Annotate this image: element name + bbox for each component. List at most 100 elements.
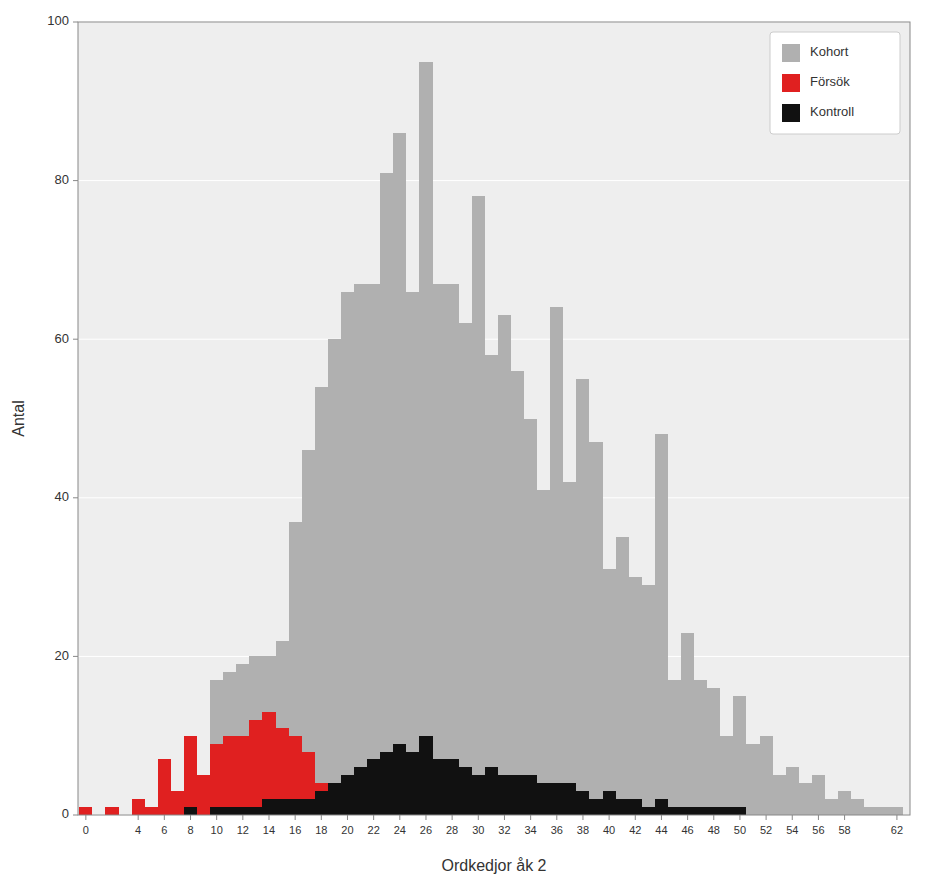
bar <box>406 752 419 815</box>
bar <box>576 791 589 815</box>
bar <box>511 371 524 815</box>
bar <box>707 688 720 815</box>
bar <box>485 767 498 815</box>
bar <box>433 759 446 815</box>
bar <box>236 664 249 815</box>
bar <box>642 585 655 815</box>
bar <box>223 736 236 815</box>
bar <box>302 752 315 815</box>
x-tick-label: 12 <box>237 824 249 836</box>
x-tick-label: 32 <box>498 824 510 836</box>
bar <box>315 387 328 815</box>
bar <box>668 807 681 815</box>
legend: KohortFörsökKontroll <box>770 32 900 134</box>
x-tick-label: 8 <box>187 824 193 836</box>
x-tick-label: 56 <box>812 824 824 836</box>
x-tick-label: 38 <box>577 824 589 836</box>
x-tick-label: 14 <box>263 824 275 836</box>
bar <box>563 482 576 815</box>
bar <box>105 807 118 815</box>
bar <box>197 775 210 815</box>
chart: 0204060801000468101214161820222426283032… <box>0 0 932 893</box>
x-tick <box>138 815 139 820</box>
x-tick <box>582 815 583 820</box>
bar <box>616 537 629 815</box>
grid <box>78 22 910 815</box>
legend-box <box>770 32 900 134</box>
x-tick <box>739 815 740 820</box>
series-bars <box>79 62 903 815</box>
bar <box>315 791 328 815</box>
x-tick <box>792 815 793 820</box>
x-tick-label: 26 <box>420 824 432 836</box>
series-bars <box>79 712 406 815</box>
bar <box>197 775 210 815</box>
bar <box>262 656 275 815</box>
x-tick <box>164 815 165 820</box>
bar <box>799 783 812 815</box>
y-tick <box>73 815 78 816</box>
x-tick-label: 10 <box>211 824 223 836</box>
bar <box>302 799 315 815</box>
bar <box>589 442 602 815</box>
bar <box>773 775 786 815</box>
x-axis: 0468101214161820222426283032343638404244… <box>83 815 903 836</box>
bar <box>746 744 759 815</box>
bar <box>210 744 223 815</box>
bar <box>328 339 341 815</box>
bar <box>485 355 498 815</box>
bar <box>472 775 485 815</box>
bar <box>184 807 197 815</box>
y-tick-label: 40 <box>55 489 69 504</box>
bar <box>668 680 681 815</box>
bar <box>603 791 616 815</box>
x-tick-label: 44 <box>655 824 667 836</box>
y-tick-label: 100 <box>47 13 69 28</box>
x-tick-label: 58 <box>838 824 850 836</box>
bar <box>393 133 406 815</box>
bar <box>459 323 472 815</box>
x-tick <box>216 815 217 820</box>
bar <box>851 799 864 815</box>
x-tick-label: 18 <box>315 824 327 836</box>
legend-swatch <box>782 44 800 62</box>
bar <box>720 807 733 815</box>
x-tick <box>713 815 714 820</box>
x-tick-label: 36 <box>551 824 563 836</box>
x-tick <box>818 815 819 820</box>
legend-label: Kontroll <box>810 104 854 119</box>
bar <box>79 807 92 815</box>
bar <box>236 807 249 815</box>
bar <box>655 434 668 815</box>
bar <box>249 656 262 815</box>
bar <box>786 767 799 815</box>
y-tick <box>73 180 78 181</box>
y-tick-label: 0 <box>62 806 69 821</box>
x-tick-label: 46 <box>681 824 693 836</box>
y-tick-label: 20 <box>55 648 69 663</box>
x-tick <box>268 815 269 820</box>
x-tick <box>85 815 86 820</box>
series-bars <box>184 736 747 815</box>
x-tick-label: 22 <box>368 824 380 836</box>
bar <box>603 569 616 815</box>
bar <box>341 292 354 815</box>
bar <box>276 641 289 815</box>
bar <box>433 284 446 815</box>
bar <box>720 736 733 815</box>
x-tick-label: 62 <box>891 824 903 836</box>
x-tick <box>347 815 348 820</box>
bar <box>171 791 184 815</box>
legend-swatch <box>782 104 800 122</box>
bar <box>367 759 380 815</box>
bar <box>249 807 262 815</box>
x-tick <box>504 815 505 820</box>
bar <box>145 807 158 815</box>
bar <box>459 767 472 815</box>
x-tick <box>425 815 426 820</box>
bar <box>289 522 302 815</box>
x-tick <box>242 815 243 820</box>
bar <box>354 767 367 815</box>
bar <box>158 759 171 815</box>
bar <box>105 807 118 815</box>
